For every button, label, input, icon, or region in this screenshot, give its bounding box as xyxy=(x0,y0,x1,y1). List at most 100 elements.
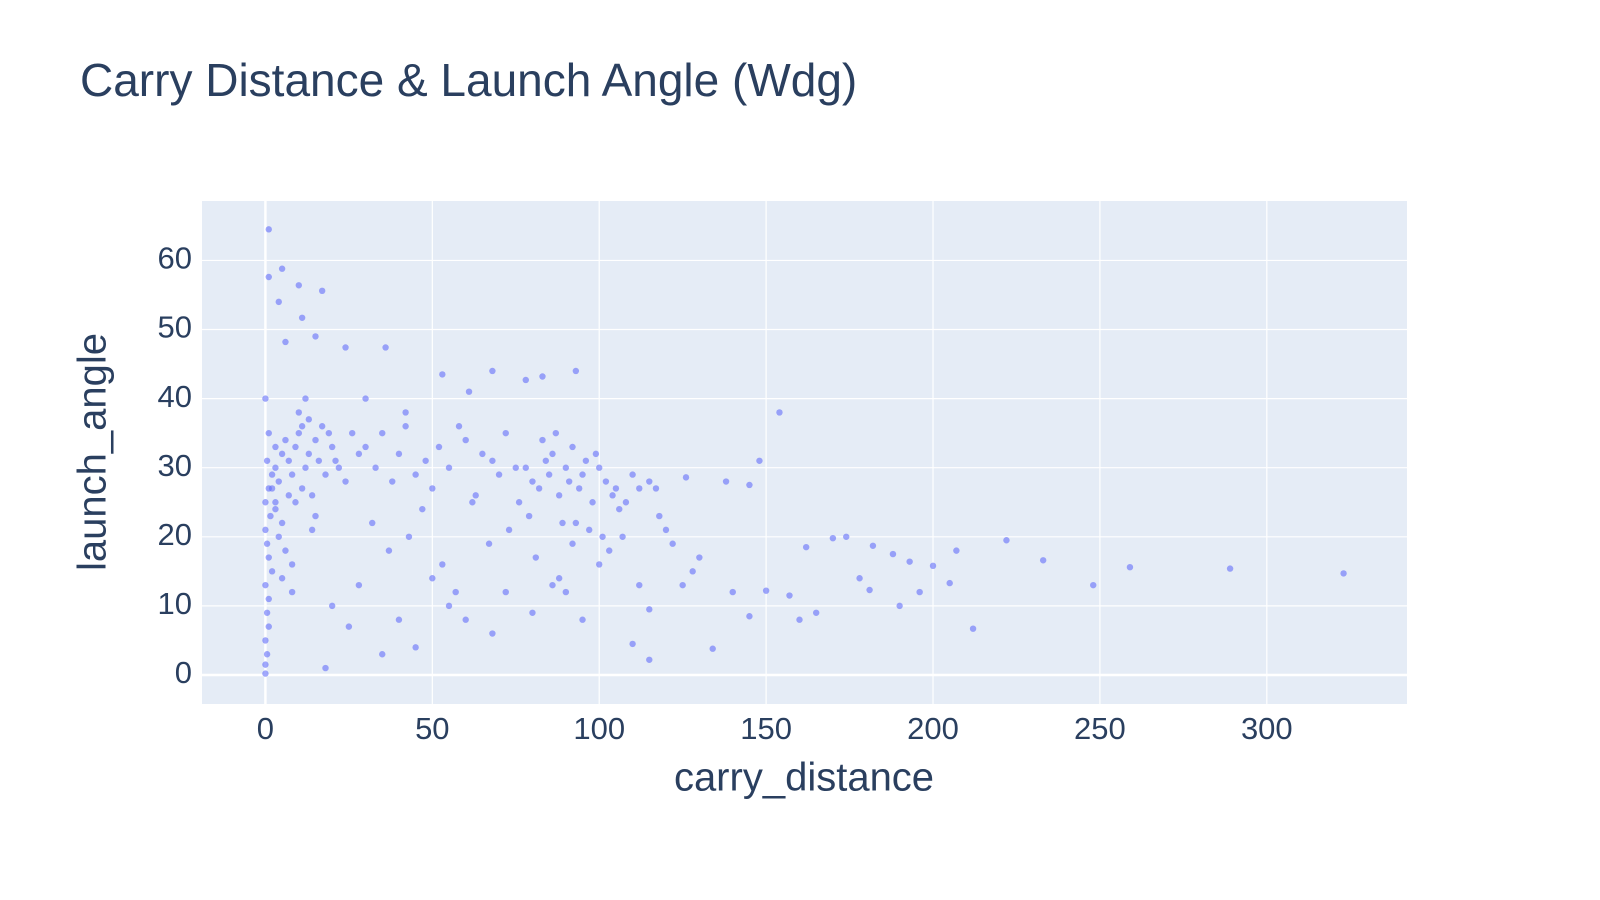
point xyxy=(349,429,356,437)
point xyxy=(602,478,610,485)
point xyxy=(385,547,393,554)
point xyxy=(278,575,286,582)
point xyxy=(412,644,419,651)
point xyxy=(562,464,570,471)
point xyxy=(1340,570,1347,577)
point xyxy=(262,526,269,534)
point xyxy=(629,471,636,478)
point xyxy=(439,371,446,378)
y-tick-label: 60 xyxy=(158,241,192,276)
y-tick-label: 20 xyxy=(158,517,192,552)
point xyxy=(542,457,550,464)
point xyxy=(622,499,630,506)
point xyxy=(696,554,703,561)
point xyxy=(529,609,536,616)
point xyxy=(402,423,409,430)
point xyxy=(869,542,877,549)
point xyxy=(292,499,299,506)
point xyxy=(275,533,282,540)
point xyxy=(489,457,496,464)
point xyxy=(485,540,493,547)
point xyxy=(295,409,303,416)
point xyxy=(472,492,479,499)
point xyxy=(322,664,329,672)
point xyxy=(953,547,960,554)
point xyxy=(802,543,810,551)
grid xyxy=(202,201,1407,704)
point xyxy=(263,540,271,547)
point xyxy=(572,367,580,375)
point xyxy=(355,450,363,458)
point xyxy=(469,499,476,506)
point xyxy=(609,492,616,499)
point xyxy=(555,575,563,582)
point xyxy=(298,485,306,492)
point xyxy=(262,637,269,644)
point xyxy=(402,409,409,416)
point xyxy=(275,298,282,306)
point xyxy=(489,630,496,637)
y-tick-label: 10 xyxy=(158,586,192,621)
point xyxy=(272,464,279,471)
point xyxy=(539,436,546,444)
point xyxy=(629,640,636,648)
point xyxy=(1226,565,1234,572)
point xyxy=(419,505,426,513)
point xyxy=(1039,557,1047,564)
point xyxy=(345,623,353,630)
point xyxy=(555,492,563,499)
point xyxy=(305,416,313,423)
point xyxy=(856,575,863,582)
point xyxy=(272,505,279,513)
point xyxy=(612,485,620,492)
point xyxy=(278,265,286,272)
point xyxy=(318,423,326,430)
point xyxy=(539,373,546,380)
point xyxy=(559,519,566,527)
point xyxy=(445,602,453,610)
point xyxy=(579,471,586,478)
point xyxy=(389,478,396,485)
point xyxy=(722,478,730,485)
point xyxy=(569,540,576,547)
x-axis-title: carry_distance xyxy=(674,756,934,800)
point xyxy=(328,602,336,610)
point xyxy=(689,568,696,575)
point xyxy=(796,616,803,623)
point xyxy=(522,376,529,384)
point xyxy=(515,499,523,506)
point xyxy=(395,450,403,458)
point xyxy=(382,344,389,351)
point xyxy=(315,457,323,464)
x-tick-label: 100 xyxy=(573,711,625,746)
point xyxy=(372,464,379,471)
point xyxy=(866,586,873,594)
point xyxy=(512,464,519,471)
point xyxy=(302,464,309,471)
point xyxy=(292,443,299,451)
point xyxy=(288,471,296,478)
point xyxy=(445,464,453,471)
point xyxy=(746,613,753,620)
point xyxy=(308,492,316,499)
point xyxy=(1126,563,1134,571)
point xyxy=(265,429,272,437)
point xyxy=(268,485,276,492)
point xyxy=(636,485,643,492)
point xyxy=(525,512,533,520)
point xyxy=(746,481,753,489)
point xyxy=(552,429,560,437)
y-tick-label: 0 xyxy=(175,655,192,690)
point xyxy=(562,588,570,596)
point xyxy=(268,471,276,478)
point xyxy=(455,423,463,430)
point xyxy=(429,575,436,582)
point xyxy=(332,457,339,464)
point xyxy=(929,562,937,570)
point xyxy=(263,457,271,464)
point xyxy=(439,561,446,568)
point xyxy=(335,464,343,471)
point xyxy=(636,581,643,589)
point xyxy=(786,592,793,599)
